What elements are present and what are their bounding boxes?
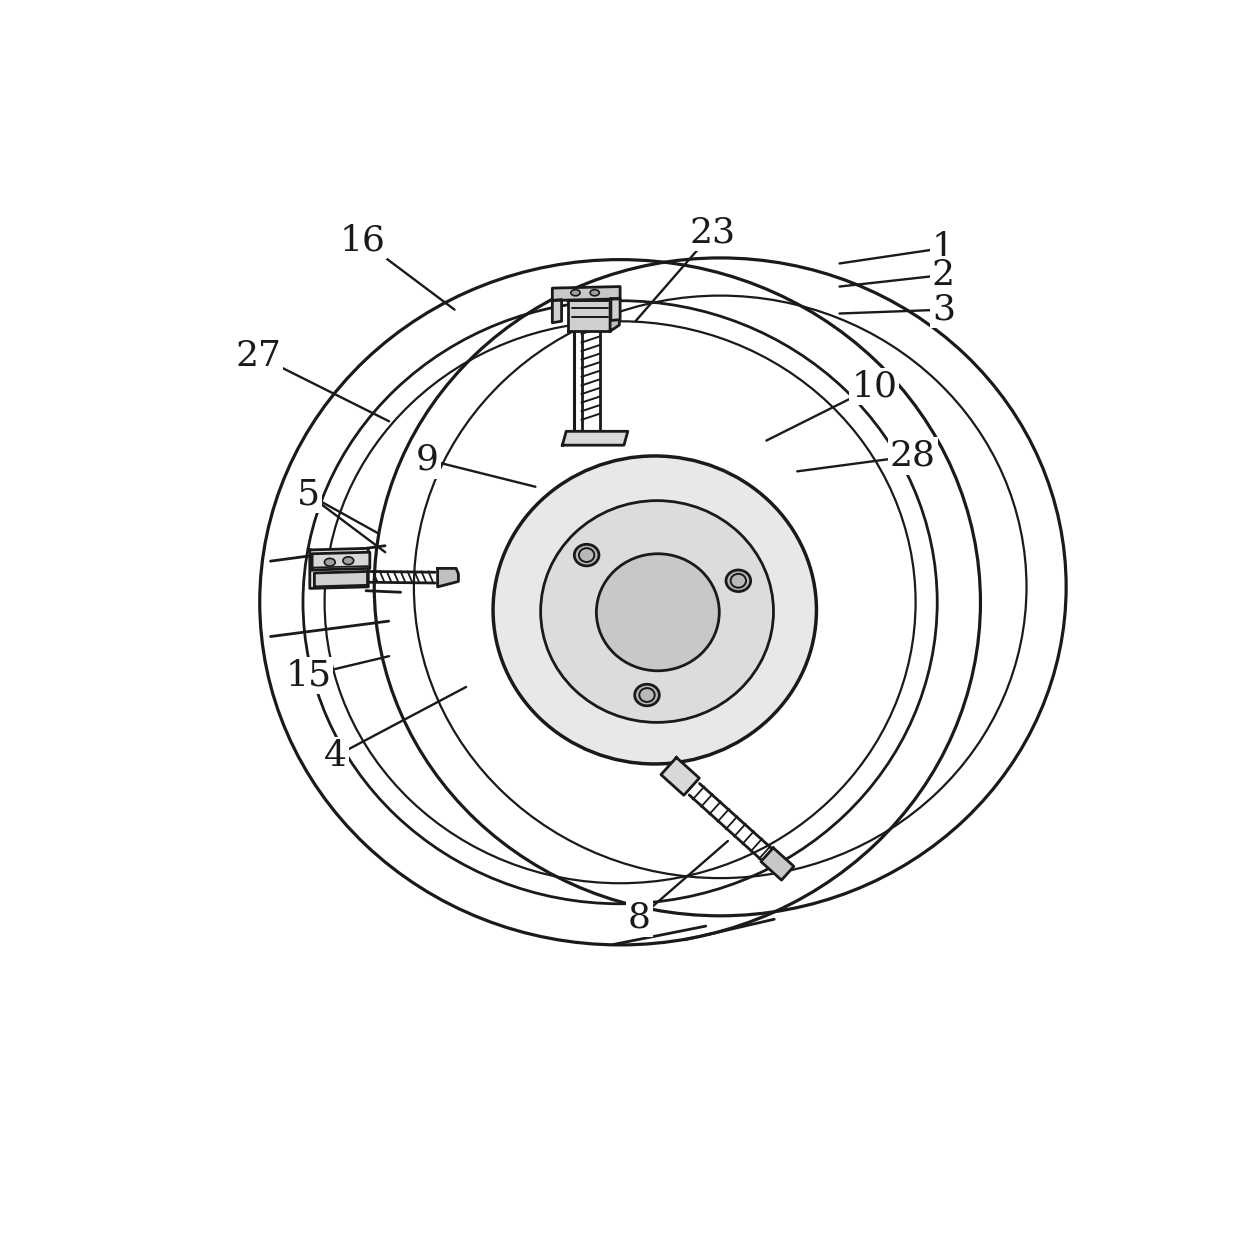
Polygon shape <box>568 295 619 301</box>
Polygon shape <box>568 301 610 332</box>
Ellipse shape <box>596 554 719 671</box>
Text: 1: 1 <box>932 231 955 265</box>
Text: 16: 16 <box>340 223 386 258</box>
Polygon shape <box>552 286 620 301</box>
Polygon shape <box>661 757 699 795</box>
Ellipse shape <box>590 290 599 296</box>
Polygon shape <box>310 549 368 588</box>
Text: 9: 9 <box>417 443 439 477</box>
Text: 2: 2 <box>932 258 955 292</box>
Text: 8: 8 <box>627 901 651 935</box>
Text: 23: 23 <box>689 216 735 249</box>
Text: 10: 10 <box>851 370 898 403</box>
Polygon shape <box>438 568 459 587</box>
Polygon shape <box>552 300 562 323</box>
Polygon shape <box>315 571 367 587</box>
Text: 3: 3 <box>932 292 955 327</box>
Text: 15: 15 <box>285 658 331 693</box>
Text: 5: 5 <box>296 477 320 512</box>
Text: 27: 27 <box>236 339 281 372</box>
Polygon shape <box>312 552 370 570</box>
Polygon shape <box>611 298 620 321</box>
Ellipse shape <box>494 456 816 764</box>
Polygon shape <box>761 848 794 880</box>
Ellipse shape <box>325 559 335 566</box>
Text: 4: 4 <box>324 740 347 773</box>
Ellipse shape <box>725 570 750 592</box>
Ellipse shape <box>635 684 660 705</box>
Polygon shape <box>563 432 627 445</box>
Ellipse shape <box>570 290 580 296</box>
Ellipse shape <box>541 501 774 723</box>
Text: 28: 28 <box>889 439 936 473</box>
Polygon shape <box>610 295 619 332</box>
Ellipse shape <box>343 557 353 565</box>
Ellipse shape <box>574 544 599 566</box>
